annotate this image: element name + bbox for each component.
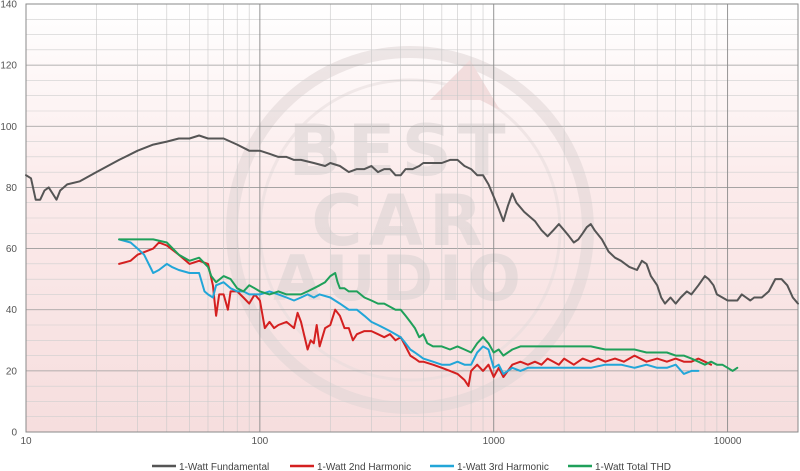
y-tick-label: 60 bbox=[6, 244, 18, 255]
y-tick-label: 120 bbox=[0, 61, 17, 72]
series-line-4 bbox=[118, 238, 739, 372]
y-tick-label: 40 bbox=[6, 305, 18, 316]
watermark-word-3: AUDIO bbox=[273, 242, 527, 315]
legend: 1-Watt Fundamental 1-Watt 2nd Harmonic 1-W… bbox=[152, 462, 671, 471]
y-tick-label: 80 bbox=[6, 183, 18, 194]
plot-border bbox=[25, 3, 799, 433]
x-tick-label: 100 bbox=[252, 436, 269, 447]
legend-label-3: 1-Watt 3rd Harmonic bbox=[457, 462, 549, 471]
series-line-2 bbox=[118, 241, 713, 388]
legend-label-2: 1-Watt 2nd Harmonic bbox=[317, 462, 411, 471]
series-lines bbox=[25, 134, 799, 388]
axes: 0 20 40 60 80 100 120 140 10 100 1000 10000 bbox=[0, 0, 799, 447]
y-tick-label: 20 bbox=[6, 366, 18, 377]
series-line-1 bbox=[25, 134, 799, 305]
x-tick-label: 10 bbox=[20, 436, 32, 447]
legend-label-4: 1-Watt Total THD bbox=[595, 462, 671, 471]
x-tick-label: 10000 bbox=[714, 436, 742, 447]
series-line-3 bbox=[118, 238, 700, 375]
y-tick-label: 0 bbox=[11, 428, 17, 439]
x-tick-label: 1000 bbox=[483, 436, 506, 447]
watermark-word-1: BEST bbox=[288, 110, 511, 192]
y-tick-label: 140 bbox=[0, 0, 17, 11]
legend-label-1: 1-Watt Fundamental bbox=[179, 462, 269, 471]
y-tick-label: 100 bbox=[0, 122, 17, 133]
